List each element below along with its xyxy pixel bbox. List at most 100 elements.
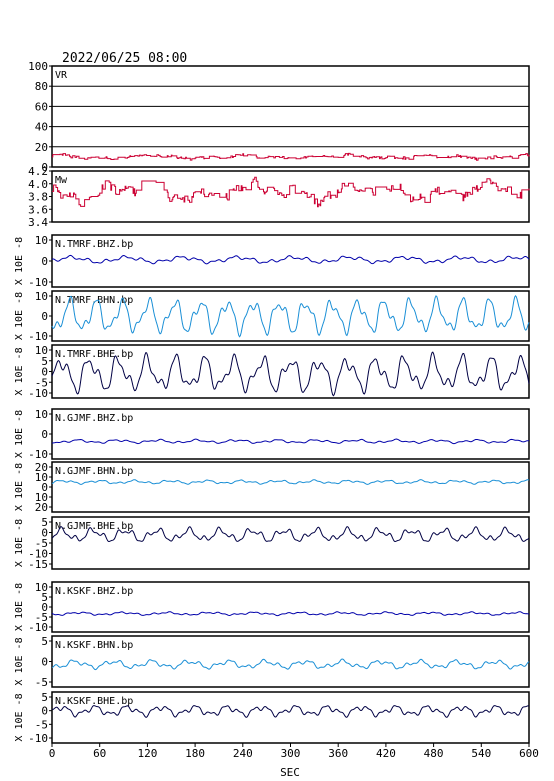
- x-tick-label: 600: [519, 747, 539, 760]
- datetime-header: 2022/06/25 08:00: [62, 51, 187, 66]
- x-tick-label: 360: [328, 747, 348, 760]
- trace-gjm_bhe: [51, 526, 530, 543]
- panel-tmr_bhz: 10 0 -10 N.TMRF.BHZ.bp: [28, 234, 530, 289]
- y-tick-label: 60: [35, 100, 48, 113]
- y-tick-label: -10: [28, 276, 48, 289]
- y-tick-label: 0: [41, 601, 48, 614]
- panel-ksk_bhe: 50-5-10 N.KSKF.BHE.bp: [28, 691, 530, 745]
- y-axis-label: X 10E -8: [14, 237, 25, 285]
- y-tick-label: 0: [41, 705, 48, 718]
- y-tick-label: 10: [35, 290, 48, 303]
- y-tick-label: 5: [41, 591, 48, 604]
- panel-frame: [51, 65, 530, 168]
- x-tick-label: 240: [233, 747, 253, 760]
- panel-gjm_bhz: 10 0 -10 N.GJMF.BHZ.bp: [28, 408, 530, 461]
- panel-ksk_bhn: 5 0 -5 N.KSKF.BHN.bp: [35, 635, 530, 689]
- y-tick-label: 20: [35, 501, 48, 514]
- trace-tmr_bhn: [51, 294, 530, 338]
- x-axis: 0 60 120 180 240 300 360 420 480 540 600: [49, 743, 539, 760]
- y-tick-label: -5: [35, 718, 48, 731]
- y-axis-label: X 10E -8: [14, 693, 25, 741]
- y-tick-label: 80: [35, 80, 48, 93]
- y-tick-label: 0: [41, 366, 48, 379]
- trace-mw: [52, 176, 530, 208]
- y-axis-label: X 10E -8: [14, 292, 25, 340]
- x-tick-label: 420: [376, 747, 396, 760]
- y-axis-label: X 10E -8: [14, 583, 25, 631]
- y-tick-label: 20: [35, 141, 48, 154]
- panels-group: 020406080100VR3.43.63.84.04.2Mw100-10N.T…: [14, 60, 530, 745]
- y-tick-label: 5: [41, 516, 48, 529]
- trace-tmr_bhe: [51, 351, 530, 397]
- y-tick-label: 0: [41, 527, 48, 540]
- y-tick-label: 5: [41, 635, 48, 648]
- y-tick-label: 10: [35, 471, 48, 484]
- y-axis-label: X 10E -8: [14, 463, 25, 511]
- y-tick-label: -10: [28, 732, 48, 745]
- panel-vr: 0 20 40 60 80 100 VR: [28, 60, 530, 174]
- y-tick-label: 10: [35, 234, 48, 247]
- x-tick-label: 0: [49, 747, 56, 760]
- y-tick-label: -10: [28, 330, 48, 343]
- panel-label: VR: [55, 70, 68, 81]
- trace-vr: [52, 152, 530, 161]
- panel-gjm_bhe: 50-5-10-15 N.GJMF.BHE.bp: [28, 516, 530, 571]
- x-tick-label: 540: [471, 747, 491, 760]
- x-tick-label: 180: [185, 747, 205, 760]
- y-tick-label: 0: [41, 161, 48, 174]
- y-tick-label: 5: [41, 355, 48, 368]
- trace-ksk_bhn: [51, 658, 530, 671]
- y-tick-label: 0: [41, 428, 48, 441]
- y-tick-label: 4.0: [28, 178, 48, 191]
- y-tick-label: 0: [41, 481, 48, 494]
- panel-label: N.TMRF.BHN.bp: [55, 295, 133, 306]
- y-tick-label: -5: [35, 376, 48, 389]
- y-axis-label: X 10E -8: [14, 347, 25, 395]
- y-tick-label: 4.2: [28, 165, 48, 178]
- panel-label: N.KSKF.BHN.bp: [55, 640, 133, 651]
- y-tick-label: -10: [28, 387, 48, 400]
- trace-tmr_bhz: [51, 254, 530, 265]
- x-tick-label: 60: [93, 747, 106, 760]
- y-tick-label: 10: [35, 491, 48, 504]
- x-tick-label: 480: [424, 747, 444, 760]
- y-axis-label: X 10E -8: [14, 410, 25, 458]
- y-axis-label: X 10E -8: [14, 637, 25, 685]
- panel-label: N.TMRF.BHE.bp: [55, 349, 133, 360]
- y-tick-label: 5: [41, 691, 48, 704]
- y-tick-label: -10: [28, 548, 48, 561]
- x-tick-label: 120: [137, 747, 157, 760]
- y-tick-label: 0: [41, 255, 48, 268]
- y-tick-label: -10: [28, 448, 48, 461]
- y-tick-label: 40: [35, 121, 48, 134]
- trace-gjm_bhn: [51, 479, 530, 485]
- y-axis-label: X 10E -8: [14, 519, 25, 567]
- x-axis-label: SEC: [280, 766, 300, 779]
- y-tick-label: 100: [28, 60, 48, 73]
- panel-label: N.GJMF.BHN.bp: [55, 466, 133, 477]
- y-tick-label: 10: [35, 344, 48, 357]
- panel-label: N.KSKF.BHE.bp: [55, 696, 133, 707]
- panel-frame: [51, 170, 530, 223]
- panel-label: N.GJMF.BHZ.bp: [55, 413, 133, 424]
- panel-tmr_bhn: 10 0 -10 N.TMRF.BHN.bp: [28, 290, 530, 343]
- x-tick-label: 300: [281, 747, 301, 760]
- y-tick-label: 0: [41, 656, 48, 669]
- panel-mw: 3.43.63.84.04.2 Mw: [28, 165, 530, 229]
- trace-ksk_bhz: [51, 611, 530, 617]
- y-tick-label: -5: [35, 537, 48, 550]
- y-tick-label: -5: [35, 676, 48, 689]
- panel-label: N.KSKF.BHZ.bp: [55, 586, 133, 597]
- y-tick-label: 3.6: [28, 203, 48, 216]
- panel-label: Mw: [55, 175, 68, 186]
- y-tick-label: 20: [35, 461, 48, 474]
- y-tick-label: -5: [35, 611, 48, 624]
- trace-gjm_bhz: [52, 438, 530, 445]
- y-tick-label: 3.8: [28, 191, 48, 204]
- panel-label: N.TMRF.BHZ.bp: [55, 239, 133, 250]
- y-tick-label: 10: [35, 408, 48, 421]
